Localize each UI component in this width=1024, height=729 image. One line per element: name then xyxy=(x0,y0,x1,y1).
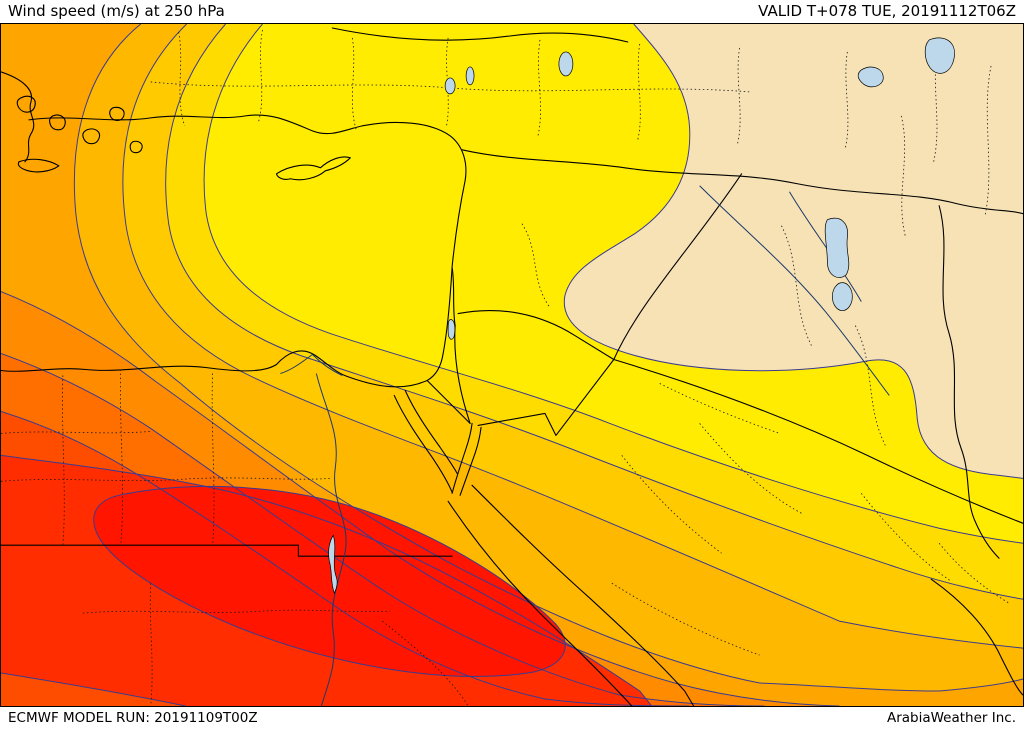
admin-boundary xyxy=(844,51,849,148)
header-bar: Wind speed (m/s) at 250 hPa VALID T+078 … xyxy=(0,0,1024,23)
israel-egypt-border xyxy=(426,379,471,424)
footer-bar: ECMWF MODEL RUN: 20191109T00Z ArabiaWeat… xyxy=(0,707,1024,729)
admin-boundary xyxy=(211,373,215,546)
crete-island xyxy=(17,158,60,173)
euphrates-river xyxy=(699,185,890,396)
syria-iraq-border xyxy=(613,173,743,361)
admin-boundary xyxy=(537,39,541,136)
admin-boundary xyxy=(938,542,1010,604)
admin-boundary xyxy=(82,609,391,614)
mediterranean-coastline xyxy=(1,114,467,388)
admin-boundary xyxy=(737,47,741,144)
rhodes-island xyxy=(129,140,143,154)
cyprus-coastline xyxy=(275,156,351,181)
lake-nasser xyxy=(328,534,338,595)
wind-band-fills xyxy=(1,24,1023,706)
admin-boundary xyxy=(900,115,906,236)
lake-van xyxy=(857,66,884,88)
admin-boundary xyxy=(781,225,812,346)
lake-beysehir xyxy=(444,77,456,95)
red-sea-northeast-coastline xyxy=(471,484,695,706)
aegean-island xyxy=(16,95,36,113)
contour-line xyxy=(165,24,1023,600)
valid-time-label: VALID T+078 TUE, 20191112T06Z xyxy=(758,2,1016,20)
admin-boundary xyxy=(854,325,886,446)
contour-line xyxy=(1,291,840,706)
aegean-island xyxy=(82,128,101,145)
gulf-of-aqaba-coastline xyxy=(451,422,482,496)
contour-line xyxy=(122,24,1023,649)
gulf-of-suez-coastline xyxy=(393,389,458,493)
admin-boundary xyxy=(178,31,186,126)
contour-line xyxy=(1,672,186,706)
aegean-coastline xyxy=(1,71,35,163)
admin-boundary xyxy=(258,29,263,122)
admin-boundary xyxy=(621,455,722,554)
model-run-label: ECMWF MODEL RUN: 20191109T00Z xyxy=(8,710,258,726)
dead-sea xyxy=(447,319,456,340)
egypt-sudan-border xyxy=(1,544,453,557)
admin-boundary xyxy=(521,223,551,308)
admin-boundary xyxy=(659,383,780,434)
chart-title: Wind speed (m/s) at 250 hPa xyxy=(8,2,225,20)
aegean-island xyxy=(49,114,66,131)
admin-boundary xyxy=(637,43,641,140)
contour-line xyxy=(93,485,566,677)
nile-delta-branch xyxy=(280,354,343,376)
map-area xyxy=(0,23,1024,707)
admin-boundary xyxy=(62,375,65,546)
jordan-saudi-border-zigzag xyxy=(477,358,615,436)
aegean-island xyxy=(109,106,125,122)
admin-boundary xyxy=(1,431,151,434)
jordan-river-border xyxy=(451,267,456,327)
lake-urmia xyxy=(924,37,955,74)
branding-label: ArabiaWeather Inc. xyxy=(886,710,1016,726)
contour-line xyxy=(1,353,765,706)
lakes xyxy=(328,37,955,595)
turkey-syria-iraq-border xyxy=(461,149,1023,215)
lake-tuz xyxy=(558,51,574,77)
syria-jordan-border xyxy=(457,309,615,361)
israel-jordan-border xyxy=(454,325,471,424)
nile-river xyxy=(315,373,347,706)
admin-boundary xyxy=(149,583,153,706)
rivers xyxy=(280,185,890,706)
iran-iraq-border xyxy=(938,205,1000,559)
coastlines-country-borders xyxy=(1,27,1023,706)
admin-boundary xyxy=(699,423,802,514)
contour-line xyxy=(1,410,690,706)
lake-tharthar xyxy=(824,217,850,278)
admin-boundary xyxy=(351,37,357,130)
admin-boundary xyxy=(119,369,123,546)
black-sea-coastline xyxy=(331,27,629,43)
contour-lines xyxy=(1,24,1023,706)
contour-line xyxy=(203,24,1023,544)
wind-speed-map-svg xyxy=(1,24,1023,706)
admin-boundary xyxy=(382,620,469,706)
contour-line xyxy=(563,24,1023,479)
iraq-saudi-border xyxy=(613,358,1023,524)
red-sea-southwest-coastline xyxy=(447,500,633,706)
admin-boundary xyxy=(1,477,331,482)
persian-gulf-coastline xyxy=(930,578,1023,696)
tigris-river xyxy=(789,191,862,302)
lake-egirdir xyxy=(465,66,475,86)
lake-razzaza xyxy=(832,282,853,311)
wind-band-10 xyxy=(93,486,566,677)
contour-line xyxy=(73,24,1023,692)
admin-boundary xyxy=(984,65,992,216)
